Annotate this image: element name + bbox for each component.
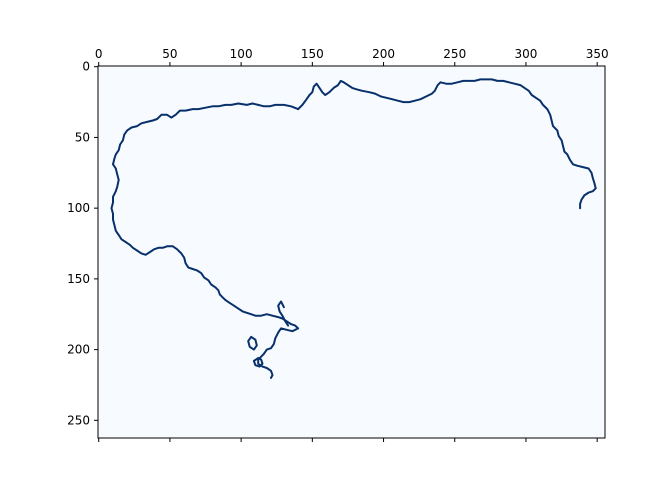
y-tick-label: 50	[75, 130, 90, 144]
x-axis-ticks: 0 50 100 150 200 250 300 350	[95, 47, 609, 442]
y-tick-label: 250	[67, 413, 90, 427]
x-tick-label: 100	[230, 47, 253, 61]
contour-path-3	[247, 335, 258, 351]
paths-layer	[110, 78, 597, 379]
plot-frame	[97, 65, 606, 439]
x-tick-label: 250	[443, 47, 466, 61]
x-tick-label: 200	[372, 47, 395, 61]
y-tick-label: 100	[67, 201, 90, 215]
x-tick-label: 300	[515, 47, 538, 61]
x-tick-label: 350	[586, 47, 609, 61]
y-tick-label: 0	[82, 60, 90, 74]
y-axis-ticks: 0 50 100 150 200 250	[67, 60, 98, 427]
y-tick-label: 200	[67, 343, 90, 357]
y-tick-label: 150	[67, 272, 90, 286]
plot-background	[98, 66, 605, 438]
contour-path-1	[110, 102, 300, 379]
contour-path-4	[252, 357, 264, 368]
contour-path-5	[297, 78, 597, 210]
contour-path-2	[277, 300, 290, 327]
x-tick-label: 50	[162, 47, 177, 61]
x-tick-label: 0	[95, 47, 103, 61]
x-tick-label: 150	[301, 47, 324, 61]
